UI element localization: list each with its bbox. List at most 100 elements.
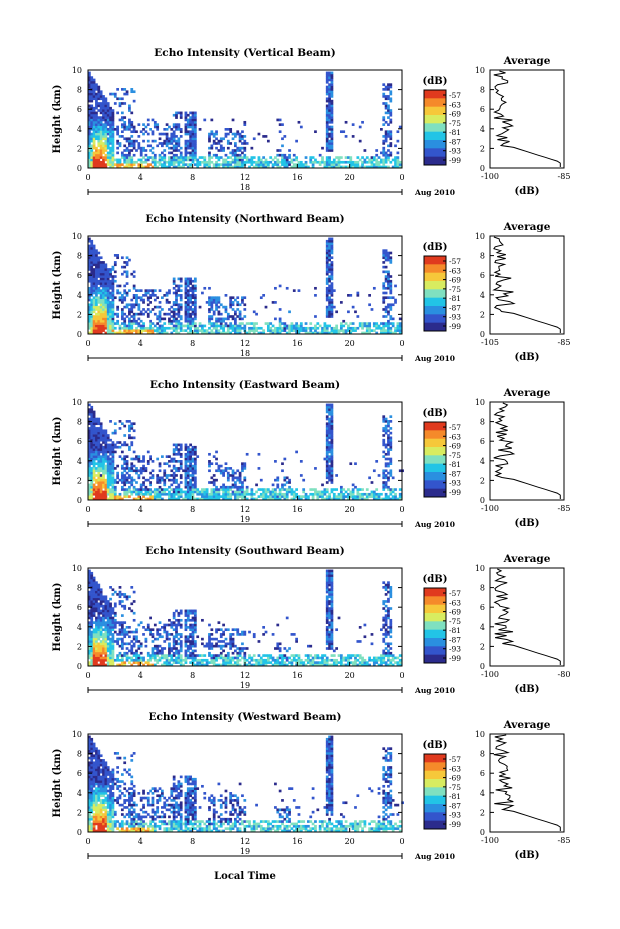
heatmap-cell bbox=[104, 156, 108, 159]
heatmap-cell bbox=[172, 286, 176, 290]
heatmap-cell bbox=[92, 322, 96, 325]
heatmap-cell bbox=[186, 467, 190, 470]
heatmap-cell bbox=[88, 474, 91, 477]
heatmap-cell bbox=[132, 635, 136, 639]
heatmap-cell bbox=[330, 457, 334, 461]
heatmap-cell bbox=[274, 478, 277, 482]
heatmap-cell bbox=[88, 497, 91, 501]
heatmap-cell bbox=[238, 315, 242, 318]
heatmap-cell bbox=[88, 661, 91, 664]
heatmap-cell bbox=[153, 656, 157, 660]
heatmap-cell bbox=[90, 593, 94, 596]
heatmap-cell bbox=[189, 298, 193, 302]
heatmap-cell bbox=[191, 312, 195, 316]
heatmap-cell bbox=[179, 467, 183, 470]
heatmap-cell bbox=[95, 618, 98, 622]
heatmap-cell bbox=[189, 317, 193, 321]
heatmap-cell bbox=[113, 429, 117, 433]
heatmap-cell bbox=[88, 80, 91, 84]
date-month-label: Aug 2010 bbox=[414, 520, 455, 529]
heatmap-cell bbox=[224, 160, 228, 164]
heatmap-cell bbox=[102, 135, 105, 138]
heatmap-cell bbox=[189, 490, 193, 494]
heatmap-cell bbox=[111, 492, 115, 496]
heatmap-cell bbox=[330, 405, 334, 409]
heatmap-cell bbox=[231, 485, 235, 489]
heatmap-cell bbox=[342, 495, 346, 498]
heatmap-cell bbox=[264, 492, 268, 496]
heatmap-cell bbox=[184, 286, 188, 290]
heatmap-cell bbox=[151, 326, 155, 330]
heatmap-cell bbox=[330, 137, 334, 141]
heatmap-cell bbox=[387, 279, 390, 283]
heatmap-cell bbox=[380, 322, 383, 325]
heatmap-cell bbox=[120, 630, 124, 634]
heatmap-cell bbox=[88, 142, 91, 145]
heatmap-cell bbox=[137, 492, 141, 496]
heatmap-cell bbox=[90, 324, 94, 328]
heatmap-cell bbox=[250, 492, 254, 496]
heatmap-cell bbox=[125, 165, 129, 169]
heatmap-cell bbox=[179, 315, 183, 318]
heatmap-cell bbox=[135, 319, 138, 323]
heatmap-cell bbox=[92, 590, 96, 594]
heatmap-cell bbox=[325, 436, 329, 440]
average-x-label: (dB) bbox=[515, 518, 540, 529]
heatmap-cell bbox=[95, 146, 98, 150]
heatmap-cell bbox=[226, 488, 230, 491]
heatmap-cell bbox=[370, 158, 374, 162]
heatmap-cell bbox=[309, 156, 313, 159]
heatmap-cell bbox=[266, 322, 270, 325]
heatmap-cell bbox=[156, 492, 160, 496]
heatmap-cell bbox=[142, 160, 145, 164]
heatmap-cell bbox=[161, 626, 164, 629]
heatmap-cell bbox=[111, 476, 115, 480]
heatmap-cell bbox=[104, 471, 108, 475]
heatmap-cell bbox=[102, 644, 105, 648]
heatmap-cell bbox=[88, 445, 91, 449]
heatmap-cell bbox=[144, 637, 148, 641]
heatmap-cell bbox=[358, 492, 362, 496]
heatmap-cell bbox=[262, 135, 266, 138]
heatmap-cell bbox=[257, 163, 261, 166]
heatmap-cell bbox=[97, 623, 101, 627]
heatmap-cell bbox=[95, 600, 98, 603]
heatmap-cell bbox=[179, 277, 183, 281]
heatmap-cell bbox=[229, 303, 233, 307]
heatmap-cell bbox=[90, 485, 94, 489]
heatmap-cell bbox=[328, 95, 331, 98]
heatmap-cell bbox=[109, 322, 112, 325]
heatmap-cell bbox=[189, 120, 193, 124]
heatmap-cell bbox=[104, 607, 108, 610]
heatmap-cell bbox=[238, 139, 242, 143]
heatmap-cell bbox=[109, 658, 112, 662]
heatmap-cell bbox=[128, 467, 131, 470]
heatmap-cell bbox=[250, 326, 254, 330]
heatmap-cell bbox=[396, 324, 400, 328]
heatmap-cell bbox=[325, 156, 329, 159]
heatmap-cell bbox=[120, 296, 124, 300]
heatmap-cell bbox=[123, 165, 127, 169]
heatmap-cell bbox=[128, 488, 131, 491]
heatmap-cell bbox=[95, 153, 98, 157]
heatmap-cell bbox=[163, 488, 167, 491]
heatmap-cell bbox=[368, 326, 371, 330]
heatmap-cell bbox=[193, 116, 197, 119]
heatmap-cell bbox=[168, 139, 171, 143]
heatmap-cell bbox=[153, 647, 157, 650]
heatmap-cell bbox=[231, 478, 235, 482]
heatmap-cell bbox=[330, 469, 334, 473]
heatmap-cell bbox=[88, 272, 91, 276]
heatmap-cell bbox=[113, 495, 117, 498]
heatmap-cell bbox=[177, 158, 181, 162]
heatmap-cell bbox=[90, 305, 94, 309]
heatmap-cell bbox=[102, 118, 105, 122]
heatmap-cell bbox=[137, 303, 141, 307]
heatmap-cell bbox=[212, 298, 216, 302]
heatmap-cell bbox=[111, 163, 115, 166]
heatmap-cell bbox=[325, 457, 329, 461]
heatmap-cell bbox=[179, 445, 183, 449]
heatmap-cell bbox=[172, 277, 176, 281]
heatmap-cell bbox=[153, 165, 157, 169]
x-tick-label: 0 bbox=[399, 173, 404, 182]
